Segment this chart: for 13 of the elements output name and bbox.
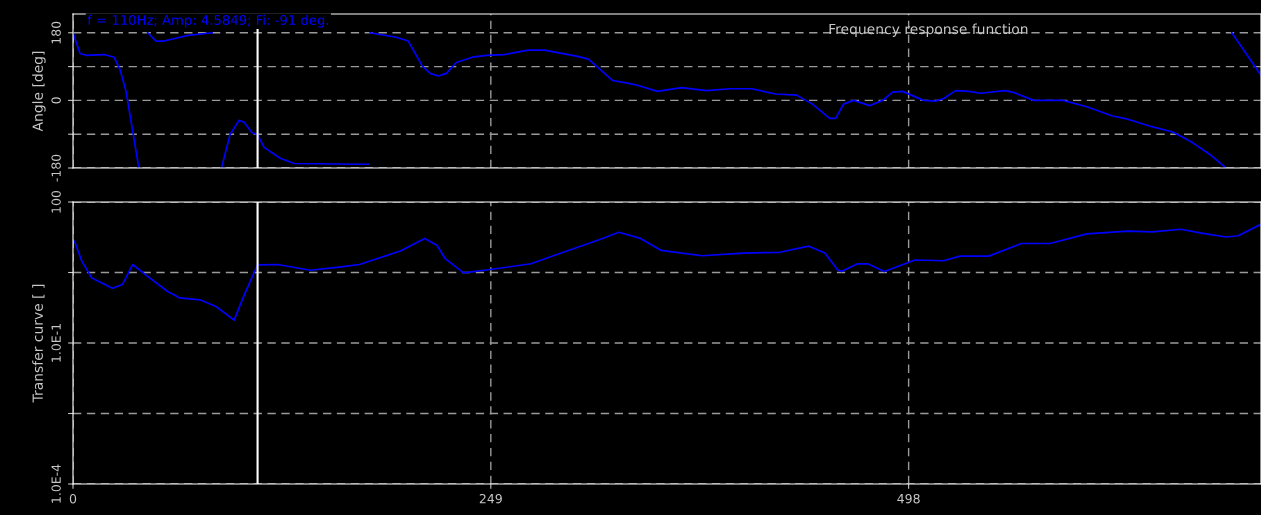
x-tick-label: 249 xyxy=(479,493,502,504)
y-tick-label: 1.0E-1 xyxy=(51,324,61,362)
y-tick-label: 1.0E-4 xyxy=(51,464,61,503)
annotation: f = 110Hz; Amp: 4.5849; Fi: -91 deg. xyxy=(87,14,329,28)
y-tick-label: -180 xyxy=(51,154,61,182)
y-tick-label: 180 xyxy=(51,21,61,44)
x-tick-label: 0 xyxy=(69,493,77,504)
x-tick-label: 498 xyxy=(897,493,920,504)
y-tick-label: 100 xyxy=(51,190,61,213)
text: Frequency response function xyxy=(829,23,1028,37)
y-axis-title: Transfer curve [ ] xyxy=(32,284,45,403)
y-tick-label: 0 xyxy=(51,97,61,104)
y-axis-title: Angle [deg] xyxy=(32,51,46,132)
